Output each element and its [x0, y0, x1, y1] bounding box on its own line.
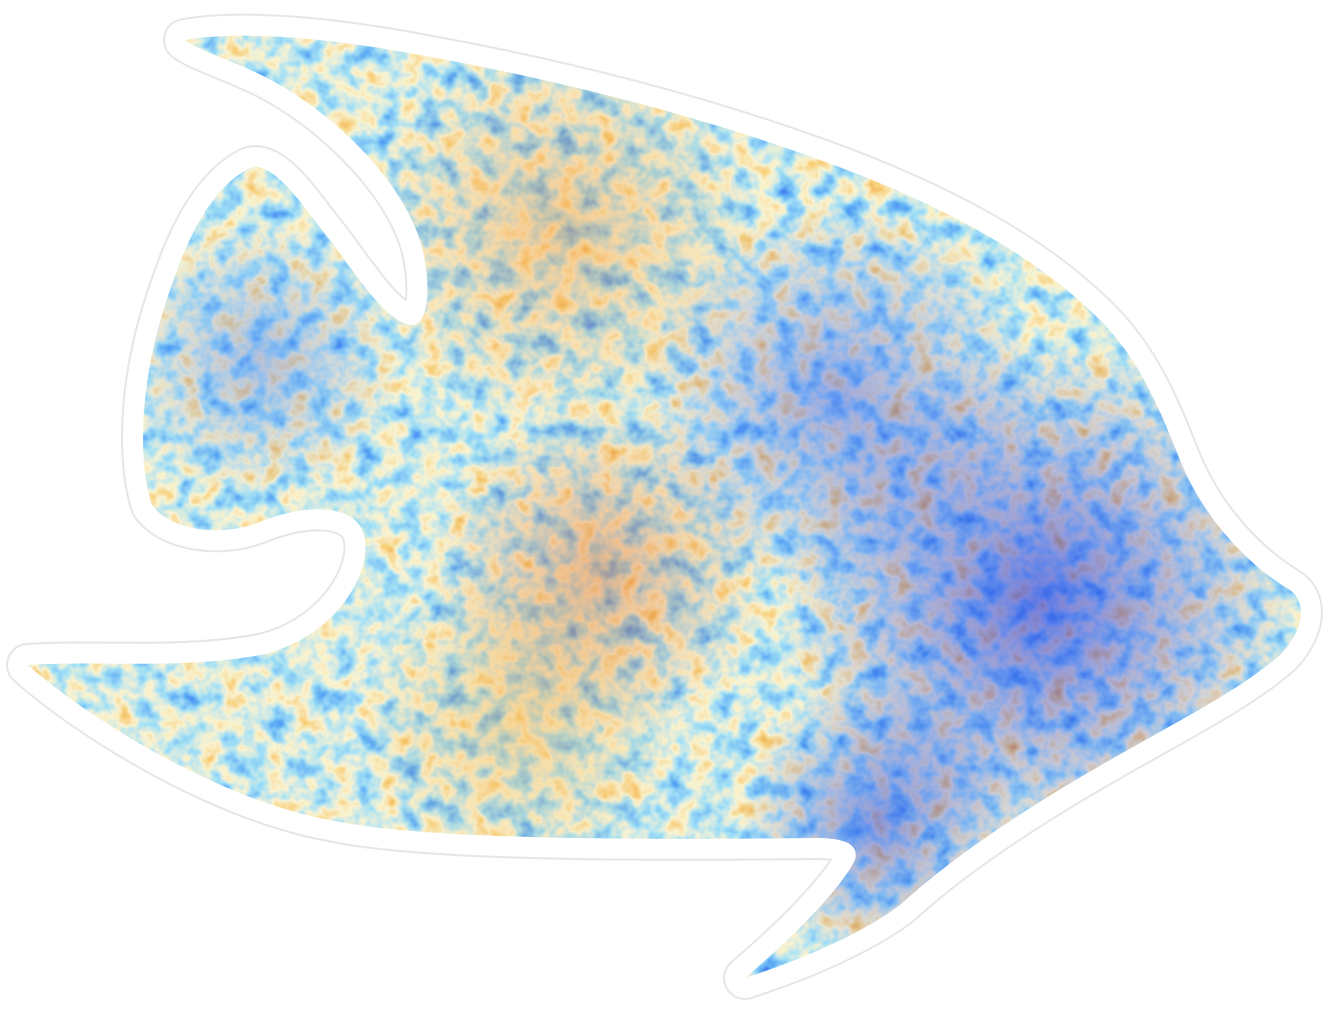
fish-illustration [6, 13, 1323, 1000]
image-canvas [6, 13, 1323, 1000]
